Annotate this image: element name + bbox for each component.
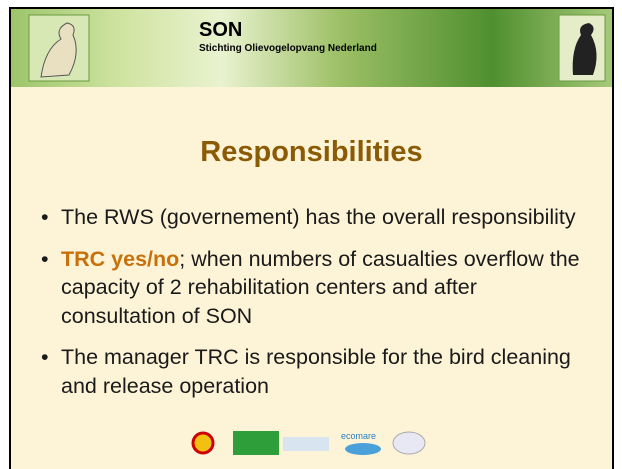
bullet-text: The RWS (governement) has the overall re… bbox=[61, 205, 576, 229]
right-bird bbox=[572, 23, 597, 75]
logo bbox=[392, 431, 426, 455]
left-bird bbox=[40, 22, 77, 78]
slide: SON Stichting Olievogelopvang Nederland … bbox=[9, 7, 614, 469]
header-title: SON bbox=[199, 19, 243, 41]
logo bbox=[345, 443, 381, 455]
bullet-dot: • bbox=[41, 246, 49, 271]
bullet-text: The manager TRC is responsible for the b… bbox=[61, 345, 571, 398]
banner: SON Stichting Olievogelopvang Nederland bbox=[11, 9, 612, 87]
logo-text: ecomare bbox=[341, 431, 377, 441]
bullet-list: • The RWS (governement) has the overall r… bbox=[41, 203, 596, 413]
logo bbox=[283, 437, 329, 451]
bullet-bold: TRC yes/no bbox=[61, 246, 180, 271]
bullet: • The RWS (governement) has the overall r… bbox=[41, 203, 596, 232]
slide-title: Responsibilities bbox=[200, 136, 423, 168]
bullet: • TRC yes/no; when numbers of casualties … bbox=[41, 245, 596, 331]
logos: ecomare bbox=[191, 429, 431, 464]
bullet-text: ; when numbers of casualties overflow th… bbox=[61, 246, 580, 328]
bullet-dot: • bbox=[41, 345, 49, 369]
bullet: • The manager TRC is responsible for the … bbox=[41, 343, 596, 400]
logo bbox=[233, 431, 279, 455]
bird-icons bbox=[28, 14, 606, 82]
header-subtitle: Stichting Olievogelopvang Nederland bbox=[199, 43, 377, 54]
logo bbox=[191, 431, 215, 455]
logo-strip bbox=[191, 431, 426, 455]
bullet-dot: • bbox=[41, 205, 49, 229]
